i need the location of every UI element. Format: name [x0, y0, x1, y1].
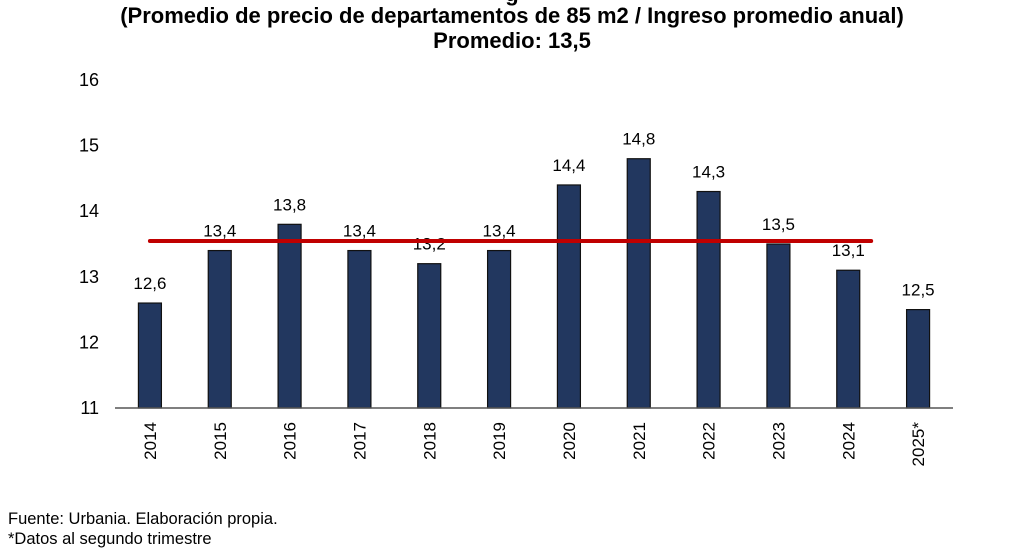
footnote: *Datos al segundo trimestre — [8, 530, 212, 548]
x-tick-label: 2018 — [420, 422, 439, 460]
x-tick-label: 2020 — [560, 422, 579, 460]
data-label: 13,4 — [203, 222, 236, 241]
bar-2014 — [137, 302, 163, 409]
data-label: 14,4 — [552, 156, 585, 175]
bar-2023 — [766, 243, 791, 409]
data-label: 13,2 — [413, 235, 446, 254]
x-tick-label: 2015 — [211, 422, 230, 460]
data-label: 14,3 — [692, 163, 725, 182]
x-tick-label: 2022 — [700, 422, 719, 460]
chart-title-partial: g — [0, 0, 1024, 6]
y-tick-label: 11 — [80, 398, 99, 418]
x-axis: 2014 2015 2016 2017 2018 2019 2020 2021 2022 2023… — [141, 422, 928, 467]
data-label: 12,6 — [133, 274, 166, 293]
bar-2017 — [347, 249, 372, 409]
bar-2021 — [626, 158, 651, 409]
y-tick-label: 13 — [79, 267, 99, 287]
bar-2025* — [905, 309, 931, 409]
y-tick-label: 16 — [79, 70, 99, 90]
data-label: 13,8 — [273, 195, 306, 214]
x-tick-label: 2025* — [909, 422, 928, 467]
x-tick-label: 2023 — [769, 422, 788, 460]
source-note: Fuente: Urbania. Elaboración propia. — [8, 510, 278, 528]
x-tick-label: 2016 — [281, 422, 300, 460]
x-tick-label: 2024 — [839, 422, 858, 460]
bar-2024 — [836, 269, 861, 409]
y-tick-label: 15 — [79, 136, 99, 156]
bar-2016 — [277, 223, 302, 409]
bar-2022 — [696, 190, 721, 409]
data-label: 14,8 — [622, 130, 655, 149]
y-tick-label: 14 — [79, 201, 99, 221]
data-labels: 12,6 13,4 13,8 13,4 13,2 13,4 14,4 14,8 14,3 13,5… — [133, 130, 934, 300]
bar-2015 — [207, 249, 232, 409]
x-tick-label: 2014 — [141, 422, 160, 460]
x-tick-label: 2019 — [490, 422, 509, 460]
chart-subtitle: Promedio: 13,5 — [433, 28, 591, 53]
bar-2019 — [486, 249, 512, 409]
y-tick-label: 12 — [79, 332, 99, 352]
chart-title: (Promedio de precio de departamentos de … — [120, 3, 904, 28]
bars — [137, 158, 931, 409]
data-label: 13,4 — [483, 222, 516, 241]
x-tick-label: 2021 — [630, 422, 649, 460]
x-tick-label: 2017 — [350, 422, 369, 460]
data-label: 12,5 — [902, 281, 935, 300]
bar-2018 — [417, 263, 442, 409]
data-label: 13,4 — [343, 222, 376, 241]
data-label: 13,5 — [762, 215, 795, 234]
y-axis: 11 12 13 14 15 16 — [79, 70, 99, 418]
data-label: 13,1 — [832, 241, 865, 260]
bar-2020 — [556, 184, 582, 409]
